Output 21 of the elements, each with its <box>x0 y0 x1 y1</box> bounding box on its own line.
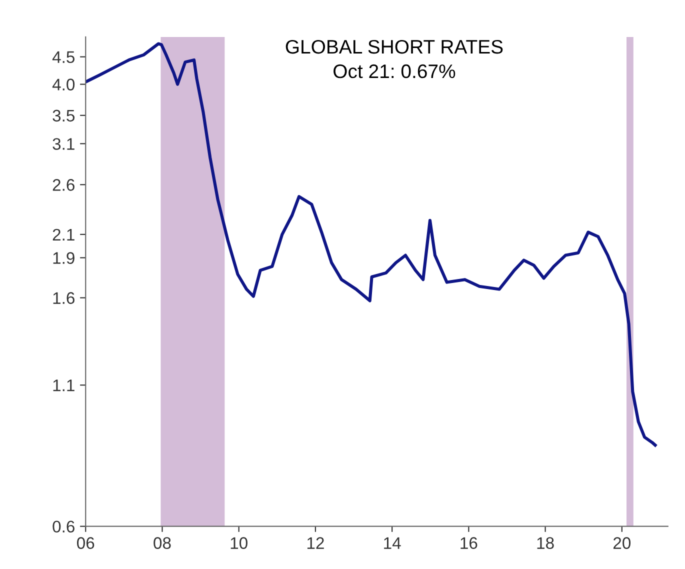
x-tick-label: 16 <box>460 537 478 549</box>
y-tick-label: 3.5 <box>52 110 75 122</box>
y-tick-label: 1.9 <box>53 252 74 264</box>
y-tick-label: 2.6 <box>52 179 74 191</box>
y-tick-label: 0.6 <box>52 520 74 533</box>
y-tick-label: 1.1 <box>53 380 74 392</box>
x-tick-label: 08 <box>154 537 171 549</box>
y-tick-label: 2.1 <box>52 228 74 240</box>
x-tick-label: 10 <box>230 537 248 549</box>
y-tick-label: 4.0 <box>52 78 75 90</box>
y-tick-label: 3.1 <box>52 138 74 150</box>
x-tick-label: 12 <box>307 537 324 549</box>
text: Oct 21: 0.67% <box>334 64 456 78</box>
x-tick-label: 14 <box>384 537 401 549</box>
x-tick-label: 20 <box>613 537 631 549</box>
y-tick-label: 4.5 <box>52 51 75 64</box>
chart-title: GLOBAL SHORT RATES <box>286 40 503 54</box>
line-series <box>86 42 657 447</box>
x-tick-label: 18 <box>537 537 554 549</box>
x-tick-label: 06 <box>77 537 94 549</box>
y-tick-label: 1.6 <box>53 292 74 304</box>
